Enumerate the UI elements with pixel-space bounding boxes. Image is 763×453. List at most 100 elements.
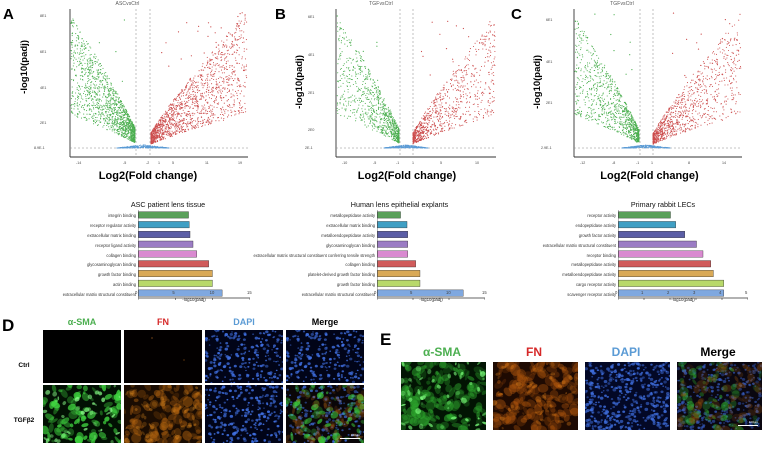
micrograph-tgfb2-merge: 100μm <box>286 385 364 443</box>
panel-e-scalebar: 100μm <box>738 420 758 426</box>
volcano-c-xlabel: Log2(Fold change) <box>600 170 699 182</box>
volcano-c-plot <box>573 9 742 158</box>
volcano-b-plot <box>335 9 496 158</box>
volcano-a-xtick: -14 <box>76 161 82 165</box>
volcano-b-ytick: 4E1 <box>308 53 315 57</box>
bar-category-label: platelet-derived growth factor binding <box>307 272 375 278</box>
volcano-a-xtick: -5 <box>123 161 127 165</box>
bar-category-label: growth factor binding <box>336 281 375 287</box>
panel-e-col-label: FN <box>526 345 542 359</box>
panel-d-scalebar: 100μm <box>340 433 360 439</box>
volcano-b-xtick: -5 <box>373 161 377 165</box>
volcano-b-ylabel: -log10(padj) <box>294 55 305 109</box>
panel-d-row-label: TGFβ2 <box>13 417 35 424</box>
volcano-a-xtick: 1 <box>158 161 160 165</box>
bar-xtick: 10 <box>209 290 215 295</box>
panel-e: E α-SMA FN DAPI Merge 100μm <box>378 312 763 453</box>
volcano-c-xtick: -8 <box>612 161 616 165</box>
bar-category-label: metallopeptidase activity <box>571 262 616 268</box>
bar-xtick: 10 <box>446 290 451 295</box>
bar-category-label: metallopeptidase activity <box>330 213 375 219</box>
volcano-c-ytick: 4E1 <box>546 60 553 64</box>
bar-xtick: 5 <box>172 290 175 295</box>
bar-category-label: extracellular matrix structural constitu… <box>253 252 375 258</box>
bar-category-label: receptor binding <box>586 252 616 258</box>
panel-d-letter: D <box>2 316 15 335</box>
panel-e-col-label: DAPI <box>611 345 641 359</box>
volcano-b-ytick: 2E1 <box>308 91 315 95</box>
bar-category-label: growth factor activity <box>578 233 616 239</box>
barchart-c-xticks: 0 1 2 3 4 5 <box>615 288 748 298</box>
barchart-c-title: Primary rabbit LECs <box>630 200 696 209</box>
barchart-c: Primary rabbit LECs receptor activity end… <box>508 200 758 308</box>
volcano-b-xtick: 10 <box>475 161 479 165</box>
volcano-b-xtick: 1 <box>412 161 414 165</box>
micrograph-tgfb2-fn <box>124 385 202 443</box>
barchart-b-title: Human lens epithelial explants <box>350 200 449 209</box>
volcano-c-xtick: -1 <box>636 161 640 165</box>
micrograph-e-fn <box>493 362 578 430</box>
barchart-a-labels: integrin binding receptor regulator activ… <box>38 212 136 300</box>
volcano-a-ytick: 8.9E-1 <box>34 146 45 150</box>
barchart-c-plot <box>618 210 748 300</box>
volcano-a-plot <box>69 9 248 158</box>
bar-category-label: extracellular matrix structural constitu… <box>62 291 136 297</box>
volcano-a-ytick: 4E1 <box>40 86 47 90</box>
bar-category-label: growth factor binding <box>97 272 136 278</box>
volcano-c-ytick: 2.9E-1 <box>541 146 552 150</box>
barchart-a-xlabel: -log10(padj) <box>182 297 206 302</box>
volcano-a-ylabel: -log10(padj) <box>19 40 30 94</box>
volcano-b-xtick: -1 <box>396 161 400 165</box>
micrograph-ctrl-asma <box>43 330 121 383</box>
panel-d-col-label: DAPI <box>233 317 255 327</box>
volcano-a-xtick: 5 <box>172 161 174 165</box>
bar-category-label: receptor regulator activity <box>90 223 136 229</box>
bar-xtick: 0 <box>615 290 618 295</box>
micrograph-ctrl-merge <box>286 330 364 383</box>
barchart-a-plot <box>138 210 250 300</box>
bar-category-label: endopeptidase activity <box>575 223 616 229</box>
micrograph-e-merge: 100μm <box>677 362 762 430</box>
bar-category-label: glycosaminoglycan binding <box>87 262 136 268</box>
bar-xtick: 5 <box>410 290 413 295</box>
bar-xtick: 0 <box>135 290 138 295</box>
bar-category-label: cargo receptor activity <box>575 281 616 287</box>
volcano-c-xtick: 14 <box>722 161 726 165</box>
volcano-c-xtick: 1 <box>651 161 653 165</box>
bar-xtick: 3 <box>693 290 696 295</box>
volcano-b-title: TGFvsCtrl <box>369 1 393 7</box>
micrograph-ctrl-dapi <box>205 330 283 383</box>
volcano-b-ytick: 2E-1 <box>305 146 313 150</box>
barchart-a-title: ASC patient lens tissue <box>130 200 206 209</box>
micrograph-e-asma <box>401 362 486 430</box>
bar-category-label: collagen binding <box>345 262 375 268</box>
barchart-a-xticks: 0 5 10 15 <box>135 288 252 298</box>
volcano-a-xtick: 11 <box>205 161 209 165</box>
volcano-c-title: TGFvsCtrl <box>610 1 634 7</box>
panel-d-col-label: α-SMA <box>67 317 97 327</box>
barchart-b-xlabel: -log10(padj) <box>419 297 443 302</box>
volcano-b-ytick: 2E0 <box>308 128 315 132</box>
volcano-b-xtick: -10 <box>342 161 348 165</box>
barchart-a: ASC patient lens tissue integrin binding… <box>38 200 253 308</box>
bar-category-label: receptor activity <box>587 213 616 219</box>
micrograph-e-dapi <box>585 362 670 430</box>
bar-category-label: receptor ligand activity <box>95 242 136 248</box>
volcano-a-xtick: -2 <box>146 161 150 165</box>
barchart-b-xticks: 0 5 10 15 <box>374 288 487 298</box>
bar-category-label: extracellular matrix structural constitu… <box>301 291 375 297</box>
volcano-c-xtick: 8 <box>688 161 690 165</box>
barchart-b-labels: metallopeptidase activity extracellular m… <box>253 212 375 300</box>
volcano-b-ytick: 6E1 <box>308 15 315 19</box>
panel-b-letter: B <box>275 6 286 23</box>
volcano-a-title: ASCvsCtrl <box>115 1 140 7</box>
panel-e-col-label: α-SMA <box>422 345 462 359</box>
bar-xtick: 1 <box>641 290 644 295</box>
bar-xtick: 4 <box>719 290 722 295</box>
volcano-a-xlabel: Log2(Fold change) <box>98 170 198 182</box>
micrograph-tgfb2-asma <box>43 385 121 443</box>
panel-d-row-label: Ctrl <box>18 362 30 369</box>
bar-category-label: glycosaminoglycan binding <box>326 242 375 248</box>
bar-xtick: 15 <box>247 290 252 295</box>
panel-b: B TGFvsCtrl -log10(padj) 6E1 4E1 2E1 2E0… <box>272 0 502 195</box>
